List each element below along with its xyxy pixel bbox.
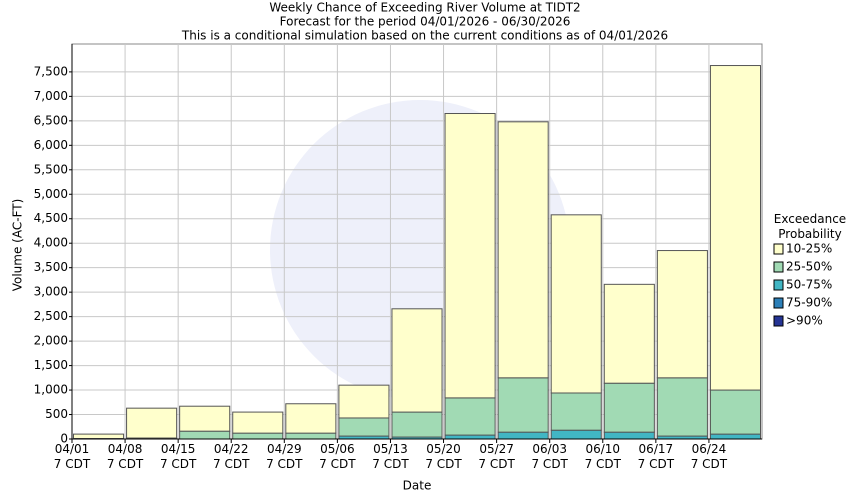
bar-segment (709, 389, 762, 435)
legend-label: 75-90% (786, 296, 832, 310)
bar-segment (338, 417, 390, 437)
legend-swatch (773, 261, 784, 273)
y-tick-label: 3,000 (34, 285, 68, 299)
bar-segment (603, 431, 655, 440)
bar-segment (497, 377, 549, 433)
y-tick-label: 6,000 (34, 138, 68, 152)
chart-note: This is a conditional simulation based o… (181, 29, 668, 43)
bar-segment (656, 250, 708, 379)
x-tick-label: 06/17 7 CDT (637, 442, 675, 471)
y-tick-label: 2,000 (34, 334, 68, 348)
x-tick-label: 05/27 7 CDT (478, 442, 515, 471)
legend-title: Exceedance Probability (773, 212, 847, 241)
chart-title: Weekly Chance of Exceeding River Volume … (269, 1, 580, 15)
y-tick-label: 5,500 (34, 162, 68, 176)
bar-segment (179, 430, 231, 440)
bar-segment (709, 433, 762, 440)
legend-label: 50-75% (786, 278, 832, 292)
bar-segment (126, 407, 178, 439)
bar-segment (444, 397, 496, 436)
bar-segment (497, 431, 549, 440)
x-tick-label: 05/13 7 CDT (372, 442, 409, 471)
bar-segment (444, 113, 496, 399)
chart-subtitle: Forecast for the period 04/01/2026 - 06/… (280, 15, 571, 29)
bar-segment (550, 429, 602, 440)
bar-segment (656, 377, 708, 437)
x-tick-label: 04/01 7 CDT (53, 442, 91, 471)
bar-segment (444, 434, 496, 440)
legend-swatch (773, 243, 784, 255)
bar-segment (497, 121, 549, 379)
bar-segment (232, 432, 284, 440)
bar-segment (603, 283, 655, 384)
y-axis-label: Volume (AC-FT) (11, 199, 25, 292)
bar-segment (391, 411, 443, 438)
bar-segment (550, 214, 602, 394)
x-tick-label: 05/06 7 CDT (319, 442, 356, 471)
y-tick-label: 1,500 (34, 358, 68, 372)
bar-segment (73, 433, 125, 440)
x-tick-label: 04/22 7 CDT (213, 442, 250, 471)
legend-swatch (773, 315, 784, 327)
legend-swatch (773, 297, 784, 309)
y-tick-label: 1,000 (34, 383, 68, 397)
x-tick-label: 06/10 7 CDT (584, 442, 621, 471)
y-tick-label: 7,500 (34, 64, 68, 78)
x-tick-label: 04/15 7 CDT (159, 442, 197, 471)
bar-segment (391, 308, 443, 413)
legend-swatch (773, 279, 784, 291)
y-tick-label: 5,000 (34, 187, 68, 201)
bar-segment (603, 382, 655, 433)
y-tick-label: 2,500 (34, 309, 68, 323)
y-tick-label: 3,500 (34, 260, 68, 274)
bar-segment (338, 384, 390, 419)
y-tick-label: 4,000 (34, 236, 68, 250)
x-tick-label: 04/29 7 CDT (266, 442, 303, 471)
x-axis-label: Date (403, 479, 432, 493)
x-tick-label: 06/24 7 CDT (690, 442, 728, 471)
y-tick-label: 4,500 (34, 211, 68, 225)
bar-segment (285, 432, 337, 440)
y-tick-label: 6,500 (34, 113, 68, 127)
bar-segment (709, 65, 762, 391)
bar-segment (179, 405, 231, 432)
y-tick-label: 500 (45, 407, 68, 421)
bar-segment (550, 392, 602, 431)
legend-label: 10-25% (786, 242, 832, 256)
bar-segment (232, 411, 284, 434)
legend-label: 25-50% (786, 260, 832, 274)
x-tick-label: 06/03 7 CDT (531, 442, 568, 471)
x-tick-label: 04/08 7 CDT (106, 442, 144, 471)
legend-label: >90% (786, 314, 823, 328)
bar-segment (285, 403, 337, 434)
y-tick-label: 7,000 (34, 89, 68, 103)
y-tick-label: 0 (60, 432, 68, 446)
x-tick-label: 05/20 7 CDT (425, 442, 462, 471)
